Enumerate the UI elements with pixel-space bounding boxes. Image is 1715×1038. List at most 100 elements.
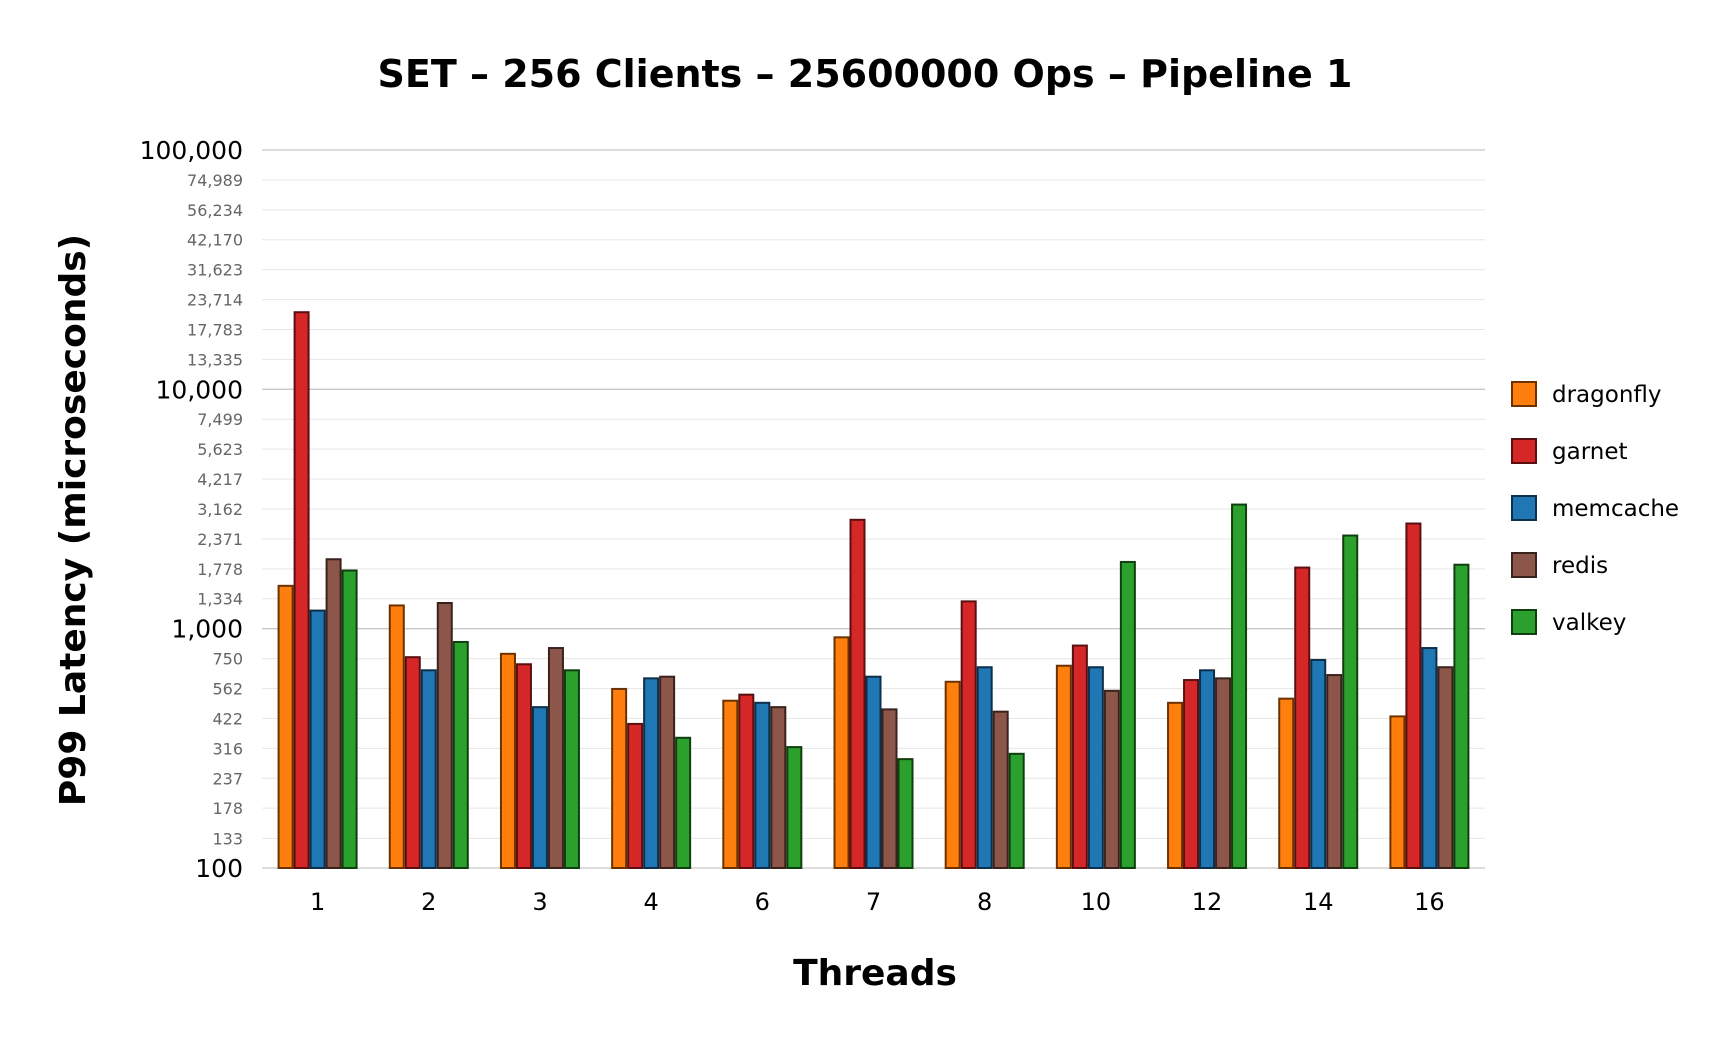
bar-redis-1 (325, 558, 342, 869)
bar-valkey-3 (563, 669, 580, 870)
bar-garnet-3 (515, 663, 532, 869)
bar-valkey-8 (1008, 752, 1025, 869)
bar-dragonfly-4 (611, 687, 628, 869)
y-tick-label-minor: 74,989 (187, 171, 243, 190)
bar-valkey-4 (675, 736, 692, 869)
y-tick-label-major: 10,000 (156, 375, 243, 404)
bar-redis-4 (659, 675, 676, 869)
bars (277, 311, 1470, 870)
x-tick-label: 4 (643, 888, 658, 916)
bar-valkey-6 (786, 746, 803, 869)
bar-valkey-1 (341, 569, 358, 869)
y-tick-label-minor: 178 (212, 799, 243, 818)
bar-redis-14 (1326, 674, 1343, 869)
y-tick-label-minor: 31,623 (187, 261, 243, 280)
x-tick-label: 10 (1081, 888, 1112, 916)
y-tick-label-minor: 17,783 (187, 320, 243, 339)
bar-dragonfly-7 (833, 636, 850, 869)
bar-dragonfly-14 (1278, 697, 1295, 869)
legend: dragonfly garnet memcache redis valkey (1511, 381, 1679, 636)
bar-dragonfly-1 (277, 584, 294, 870)
y-tick-label-minor: 316 (212, 739, 243, 758)
bar-garnet-1 (293, 311, 310, 869)
legend-swatch-redis (1511, 552, 1537, 578)
x-tick-label: 6 (755, 888, 770, 916)
y-tick-label-major: 1,000 (171, 615, 243, 644)
x-axis-title: Threads (793, 953, 957, 994)
legend-label-dragonfly: dragonfly (1552, 382, 1662, 408)
bar-garnet-16 (1405, 522, 1422, 869)
y-tick-label-minor: 1,334 (197, 590, 243, 609)
bar-garnet-12 (1183, 679, 1200, 869)
bar-redis-3 (547, 647, 564, 870)
bar-dragonfly-12 (1167, 701, 1184, 869)
y-tick-label-minor: 1,778 (197, 560, 243, 579)
bar-garnet-14 (1294, 566, 1311, 870)
bar-garnet-6 (738, 693, 755, 869)
y-axis-title: P99 Latency (microseconds) (53, 234, 94, 806)
x-tick-label: 8 (977, 888, 992, 916)
bar-dragonfly-6 (722, 699, 739, 870)
legend-label-redis: redis (1552, 553, 1608, 579)
legend-swatch-valkey (1511, 609, 1537, 635)
y-tick-label-major: 100 (195, 854, 243, 883)
x-tick-label: 3 (532, 888, 547, 916)
bar-redis-12 (1215, 677, 1232, 869)
y-tick-label-minor: 237 (212, 769, 243, 788)
y-tick-label-minor: 5,623 (197, 440, 243, 459)
bar-memcache-16 (1421, 647, 1438, 870)
bar-memcache-4 (643, 677, 660, 869)
y-tick-label-minor: 7,499 (197, 410, 243, 429)
bar-memcache-2 (420, 669, 437, 870)
y-tick-label-minor: 3,162 (197, 500, 243, 519)
bar-dragonfly-8 (944, 680, 961, 869)
x-tick-label: 2 (421, 888, 436, 916)
y-tick-label-minor: 750 (212, 650, 243, 669)
bar-memcache-7 (865, 675, 882, 869)
bar-garnet-8 (960, 600, 977, 870)
bar-memcache-14 (1310, 658, 1327, 869)
y-axis-ticks: 133 178 237 316 422 562 750 1,334 1,778 2,371 3,16… (140, 136, 243, 883)
bar-garnet-10 (1071, 644, 1088, 870)
bar-valkey-16 (1453, 563, 1470, 869)
bar-dragonfly-16 (1389, 715, 1406, 870)
bar-dragonfly-3 (499, 652, 516, 870)
x-tick-label: 1 (310, 888, 325, 916)
bar-dragonfly-2 (388, 604, 405, 870)
bar-redis-8 (992, 710, 1009, 870)
y-tick-label-major: 100,000 (140, 136, 243, 165)
legend-label-memcache: memcache (1552, 496, 1679, 522)
legend-swatch-dragonfly (1511, 381, 1537, 407)
bar-memcache-3 (531, 706, 548, 870)
y-tick-label-minor: 42,170 (187, 231, 243, 250)
bar-valkey-2 (452, 640, 469, 869)
bar-valkey-12 (1231, 503, 1248, 869)
bar-valkey-7 (897, 758, 914, 869)
x-axis-ticks: 1 2 3 4 6 7 8 10 12 14 16 (310, 888, 1445, 916)
y-tick-label-minor: 2,371 (197, 530, 243, 549)
bar-dragonfly-10 (1055, 664, 1072, 869)
chart-title: SET – 256 Clients – 25600000 Ops – Pipel… (378, 52, 1353, 96)
bar-memcache-1 (309, 609, 326, 869)
bar-memcache-10 (1087, 666, 1104, 870)
bar-redis-7 (881, 708, 898, 869)
x-tick-label: 7 (866, 888, 881, 916)
y-tick-label-minor: 562 (212, 680, 243, 699)
y-tick-label-minor: 133 (212, 829, 243, 848)
bar-redis-10 (1103, 689, 1120, 869)
legend-label-garnet: garnet (1552, 439, 1628, 465)
bar-memcache-6 (754, 701, 771, 869)
bar-garnet-2 (404, 656, 421, 870)
bar-garnet-7 (849, 518, 866, 869)
x-tick-label: 12 (1192, 888, 1223, 916)
bar-memcache-8 (976, 666, 993, 870)
bar-valkey-10 (1119, 560, 1136, 870)
bar-valkey-14 (1342, 534, 1359, 869)
bar-redis-2 (436, 602, 453, 869)
y-tick-label-minor: 422 (212, 709, 243, 728)
x-tick-label: 16 (1414, 888, 1445, 916)
y-tick-label-minor: 23,714 (187, 291, 243, 310)
y-tick-label-minor: 4,217 (197, 470, 243, 489)
legend-label-valkey: valkey (1552, 610, 1626, 636)
